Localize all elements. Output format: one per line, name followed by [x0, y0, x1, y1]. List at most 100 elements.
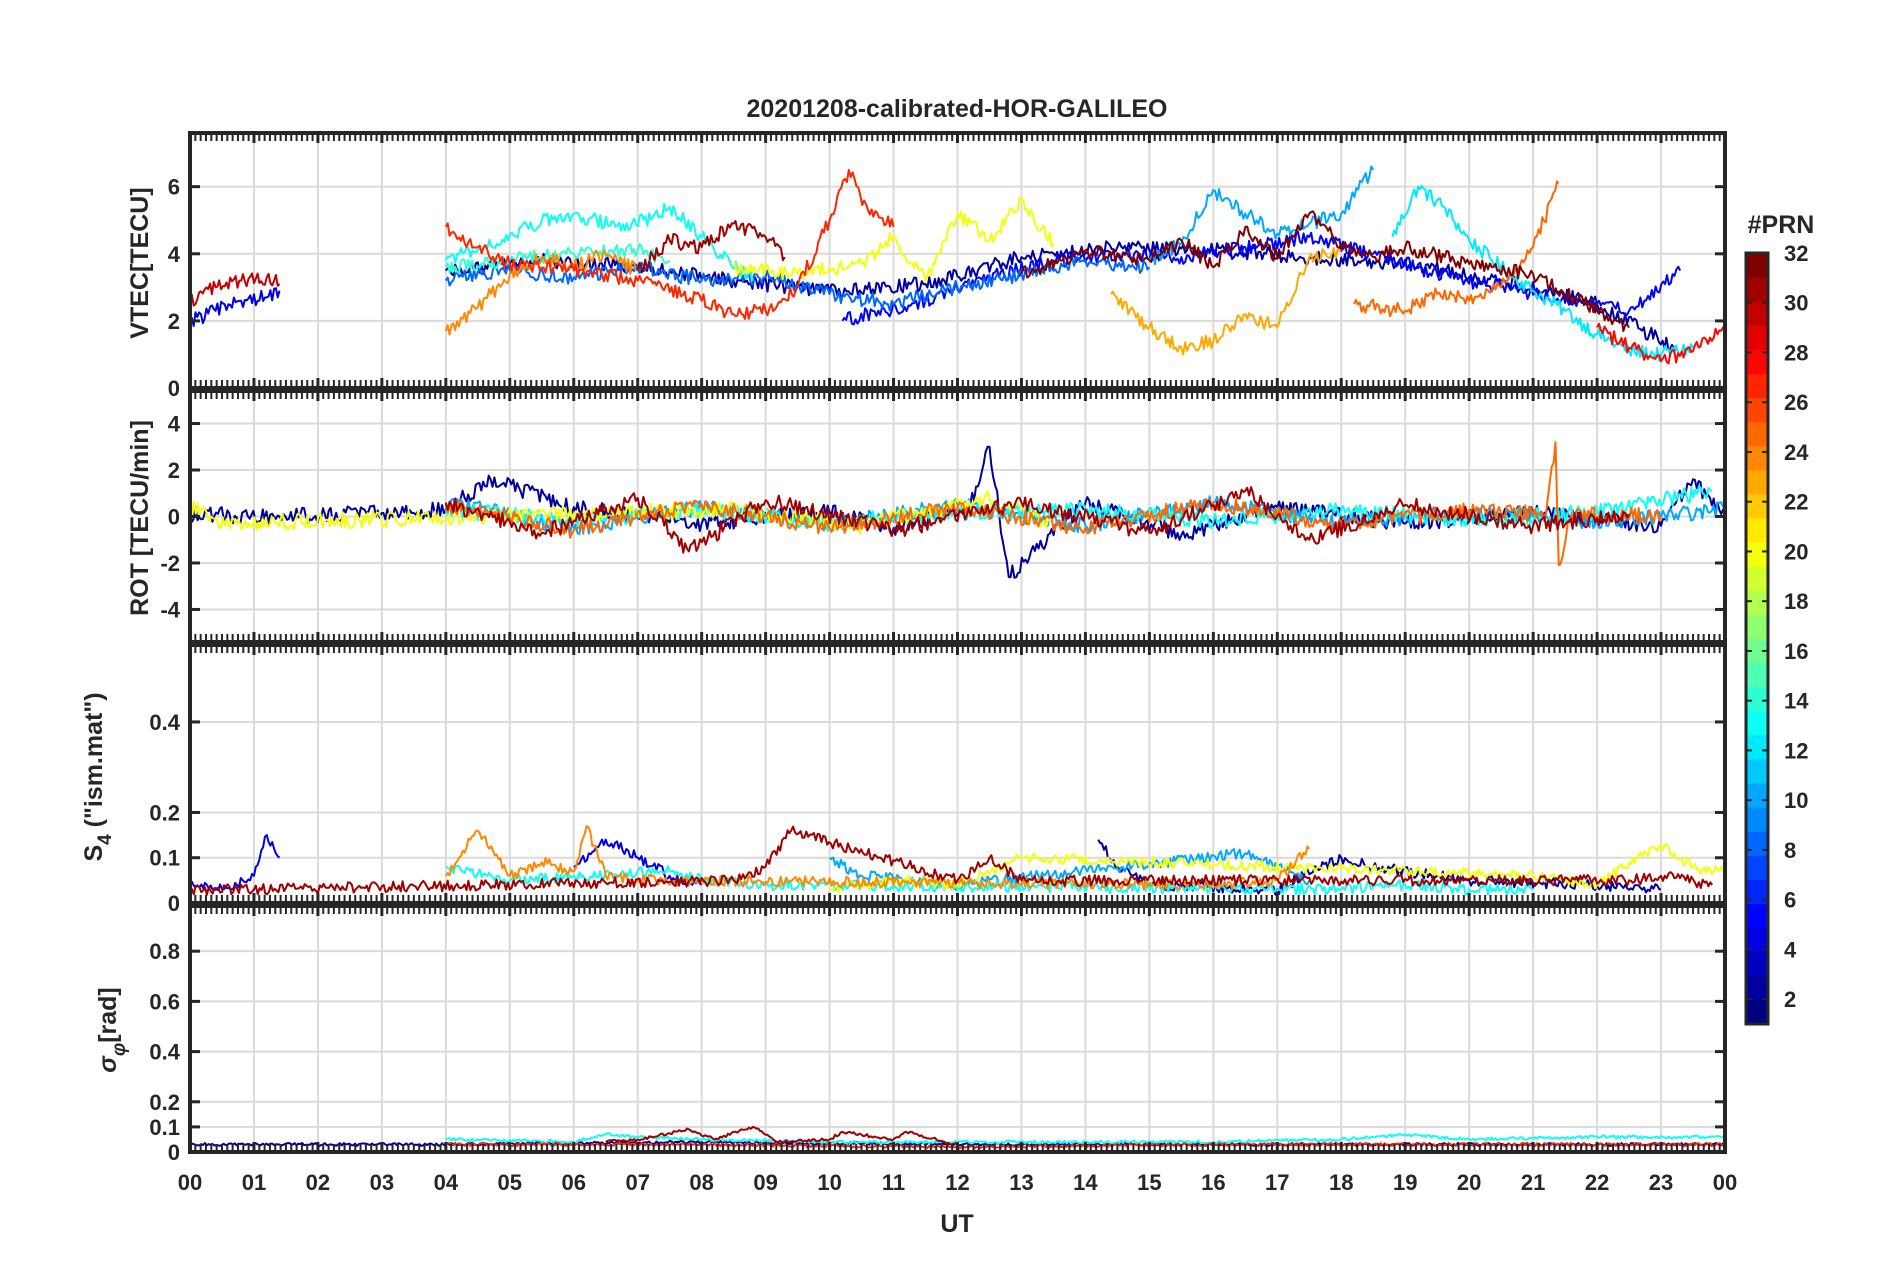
y-tick-label: 0.2 — [149, 1090, 180, 1115]
x-tick-label: 23 — [1649, 1170, 1673, 1195]
x-tick-label: 05 — [498, 1170, 522, 1195]
colorbar-swatch — [1746, 903, 1768, 929]
x-tick-label: 12 — [945, 1170, 969, 1195]
colorbar-swatch — [1746, 638, 1768, 664]
colorbar-swatch — [1746, 445, 1768, 471]
colorbar-tick-label: 10 — [1784, 788, 1808, 813]
y-tick-label: 0.1 — [149, 1115, 180, 1140]
series-line-prn-13 — [445, 1132, 1725, 1145]
y-tick-label: 0 — [168, 505, 180, 530]
colorbar-frame — [1744, 251, 1770, 1026]
series-line-prn-4 — [190, 287, 281, 327]
series-line-prn-25 — [444, 441, 1662, 567]
series-line-prn-28 — [1596, 322, 1725, 365]
series-group — [190, 165, 1725, 365]
sigma-phi-y-axis-title: σφ[rad] — [94, 987, 130, 1073]
colorbar-tick-label: 18 — [1784, 589, 1808, 614]
colorbar-tick-label: 14 — [1784, 689, 1809, 714]
series-line-prn-4 — [190, 834, 281, 891]
colorbar-title: #PRN — [1748, 211, 1815, 239]
colorbar-swatch — [1746, 710, 1768, 736]
y-tick-label: 6 — [168, 175, 180, 200]
colorbar-swatch — [1746, 879, 1768, 905]
colorbar-swatch — [1746, 975, 1768, 1001]
colorbar-swatch — [1746, 325, 1768, 350]
x-tick-label: 00 — [1713, 1170, 1737, 1195]
y-tick-label: 0.4 — [149, 710, 180, 735]
colorbar-tick-label: 16 — [1784, 639, 1808, 664]
x-tick-label: 15 — [1137, 1170, 1161, 1195]
colorbar-swatch — [1746, 927, 1768, 953]
colorbar-swatch — [1746, 614, 1768, 640]
x-tick-label: 17 — [1265, 1170, 1289, 1195]
y-tick-label: 4 — [168, 242, 181, 267]
x-tick-label: 08 — [689, 1170, 713, 1195]
y-tick-label: 0.2 — [149, 800, 180, 825]
x-tick-label: 21 — [1521, 1170, 1545, 1195]
y-tick-label: 4 — [168, 412, 181, 437]
colorbar-swatch — [1746, 807, 1768, 832]
colorbar-swatch — [1746, 783, 1768, 808]
colorbar-swatch — [1746, 831, 1768, 856]
x-tick-label: 19 — [1393, 1170, 1417, 1195]
colorbar-swatch — [1746, 301, 1768, 326]
series-line-prn-31 — [636, 220, 786, 273]
y-tick-label: 0.6 — [149, 989, 180, 1014]
x-tick-label: 09 — [753, 1170, 777, 1195]
colorbar-tick-label: 24 — [1784, 440, 1809, 465]
y-tick-label: 0.1 — [149, 846, 180, 871]
series-line-prn-20 — [829, 842, 1725, 894]
y-tick-label: 0.4 — [149, 1040, 180, 1065]
colorbar-swatch — [1746, 397, 1768, 423]
colorbar-swatch — [1746, 277, 1768, 302]
colorbar-tick-label: 26 — [1784, 390, 1808, 415]
colorbar-swatch — [1746, 493, 1768, 519]
sigma-phi-panel: 00.10.2 0.4 0.6 0.8 — [149, 904, 1727, 1165]
colorbar-tick-label: 4 — [1784, 937, 1797, 962]
x-tick-label: 03 — [370, 1170, 394, 1195]
colorbar-swatch — [1746, 686, 1768, 712]
colorbar-swatch — [1746, 253, 1768, 278]
s4-y-axis-title: S4 ("ism.mat") — [80, 692, 116, 861]
x-tick-label: 16 — [1201, 1170, 1225, 1195]
x-tick-label: 22 — [1585, 1170, 1609, 1195]
colorbar-swatch — [1746, 469, 1768, 495]
colorbar-swatch — [1746, 518, 1768, 543]
colorbar-swatch — [1746, 855, 1768, 881]
x-tick-label: 04 — [434, 1170, 459, 1195]
series-line-prn-31 — [444, 486, 1630, 554]
x-tick-label: 00 — [178, 1170, 202, 1195]
x-tick-label: 18 — [1329, 1170, 1353, 1195]
x-tick-label: 07 — [625, 1170, 649, 1195]
x-tick-label: 20 — [1457, 1170, 1481, 1195]
colorbar-tick-label: 28 — [1784, 340, 1808, 365]
series-line-prn-10 — [1148, 165, 1375, 266]
series-line-prn-31 — [190, 825, 1714, 896]
series-line-prn-24 — [444, 249, 638, 336]
x-tick-label: 10 — [817, 1170, 841, 1195]
y-tick-label: 2 — [168, 458, 180, 483]
series-line-prn-31 — [605, 1125, 959, 1146]
colorbar-tick-label: 20 — [1784, 539, 1808, 564]
series-line-prn-25 — [1353, 180, 1560, 318]
colorbar-swatch — [1746, 373, 1768, 399]
colorbar-swatch — [1746, 734, 1768, 760]
series-line-prn-32 — [1020, 210, 1630, 332]
vtec-y-axis-title: VTEC[TECU] — [126, 187, 154, 338]
y-tick-label: 0 — [168, 376, 180, 401]
colorbar-swatch — [1746, 566, 1768, 591]
x-tick-label: 06 — [562, 1170, 586, 1195]
x-tick-label: 11 — [882, 1170, 905, 1195]
series-line-prn-27 — [444, 168, 895, 320]
colorbar-tick-label: 22 — [1784, 490, 1808, 515]
series-group — [190, 441, 1725, 579]
colorbar-swatch — [1746, 542, 1768, 567]
rot-y-axis-title: ROT [TECU/min] — [126, 420, 154, 616]
colorbar-swatch — [1746, 662, 1768, 688]
colorbar-tick-label: 8 — [1784, 838, 1796, 863]
series-line-prn-20 — [732, 196, 1055, 282]
x-tick-label: 14 — [1073, 1170, 1098, 1195]
series-line-prn-30 — [190, 272, 281, 307]
figure-title: 20201208-calibrated-HOR-GALILEO — [747, 95, 1168, 123]
